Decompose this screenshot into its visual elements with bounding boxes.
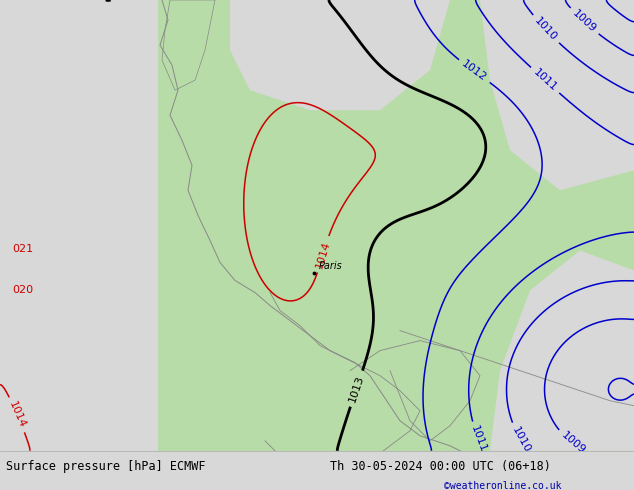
Text: 1010: 1010 [510,425,532,454]
Text: Paris: Paris [319,261,342,271]
Text: 1011: 1011 [531,67,559,94]
Text: 1011: 1011 [469,425,488,454]
Polygon shape [230,0,450,110]
Text: 1010: 1010 [533,16,559,43]
Polygon shape [480,0,634,190]
Text: 1014: 1014 [7,400,27,430]
Text: 1009: 1009 [559,430,587,456]
Text: 1014: 1014 [314,239,332,269]
Text: 1012: 1012 [460,59,489,83]
Text: 021: 021 [13,245,34,254]
Polygon shape [162,0,215,90]
Bar [0,0,158,451]
Text: 1013: 1013 [347,374,366,404]
Text: ©weatheronline.co.uk: ©weatheronline.co.uk [444,481,561,490]
Text: 1009: 1009 [571,8,598,35]
Polygon shape [490,250,634,451]
Text: 020: 020 [13,285,34,295]
Text: Th 30-05-2024 00:00 UTC (06+18): Th 30-05-2024 00:00 UTC (06+18) [330,460,550,473]
Text: Surface pressure [hPa] ECMWF: Surface pressure [hPa] ECMWF [6,460,206,473]
